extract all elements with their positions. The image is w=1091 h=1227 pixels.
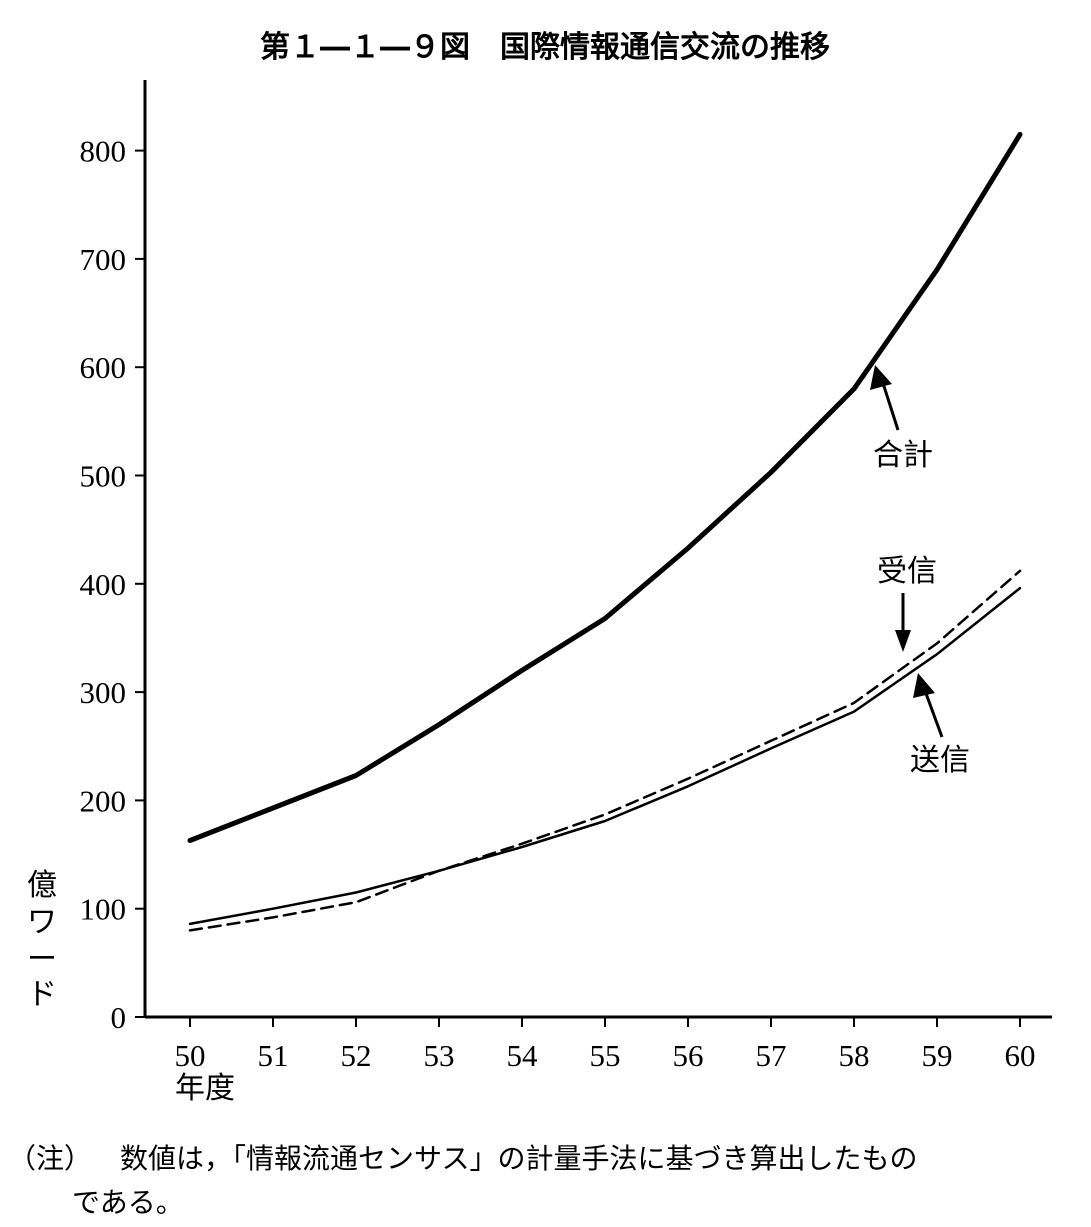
y-tick-label: 700 (80, 242, 127, 277)
annotation-arrowhead-received (895, 630, 911, 652)
footnote-line2: である。 (72, 1186, 184, 1219)
x-tick-label: 50 (175, 1038, 206, 1073)
y-axis-label-char: 億 (27, 868, 57, 903)
x-tick-label: 51 (258, 1038, 289, 1073)
x-tick-label: 53 (424, 1038, 455, 1073)
series-line-2 (188, 586, 1022, 926)
annotation-arrow-sent (922, 687, 944, 738)
y-tick-label: 300 (80, 675, 127, 710)
footnote-prefix: （注） (8, 1142, 93, 1175)
series-line-0 (187, 131, 1023, 843)
x-tick-label: 56 (673, 1038, 704, 1073)
y-tick-label: 500 (80, 459, 127, 494)
x-tick-label: 52 (341, 1038, 372, 1073)
y-tick-label: 600 (80, 350, 127, 385)
x-tick-label: 54 (507, 1038, 539, 1073)
x-tick-label: 59 (922, 1038, 953, 1073)
annotation-total: 合計 (870, 365, 933, 473)
y-tick-label: 800 (80, 134, 127, 169)
y-axis-label-char: ド (27, 977, 57, 1012)
x-tick-label: 57 (756, 1038, 787, 1073)
x-tick-label: 55 (590, 1038, 621, 1073)
y-tick-label: 0 (111, 1000, 127, 1035)
series-line-1 (188, 569, 1022, 932)
x-tick-label: 58 (839, 1038, 870, 1073)
annotation-label-total: 合計 (873, 438, 933, 473)
x-tick-label: 60 (1005, 1038, 1036, 1073)
chart-title: 第１―１―９図 国際情報通信交流の推移 (260, 30, 830, 65)
series-layer (187, 131, 1023, 932)
annotation-arrowhead-sent (913, 673, 935, 698)
x-axis-label: 年度 (175, 1071, 235, 1106)
footnote-line1: 数値は，「情報流通センサス」の計量手法に基づき算出したもの (120, 1142, 918, 1175)
y-tick-label: 400 (80, 567, 127, 602)
y-axis-label-char: ワ (27, 905, 57, 940)
annotation-label-sent: 送信 (910, 743, 970, 778)
y-ticks: 0 100 200 300 400 500 600 700 800 (80, 134, 145, 1035)
y-axis-label: 億 ワ ー ド (27, 868, 57, 1012)
annotation-received: 受信 (877, 554, 937, 652)
annotation-label-received: 受信 (877, 554, 937, 589)
y-tick-label: 100 (80, 892, 127, 927)
x-ticks: 50 51 52 53 54 55 56 57 58 59 60 (175, 1017, 1036, 1073)
annotation-arrowhead-total (870, 365, 892, 390)
y-axis-label-char: ー (27, 942, 57, 977)
footnote: （注） 数値は，「情報流通センサス」の計量手法に基づき算出したもの である。 (8, 1137, 1078, 1225)
annotation-sent: 送信 (910, 673, 970, 778)
y-tick-label: 200 (80, 783, 127, 818)
